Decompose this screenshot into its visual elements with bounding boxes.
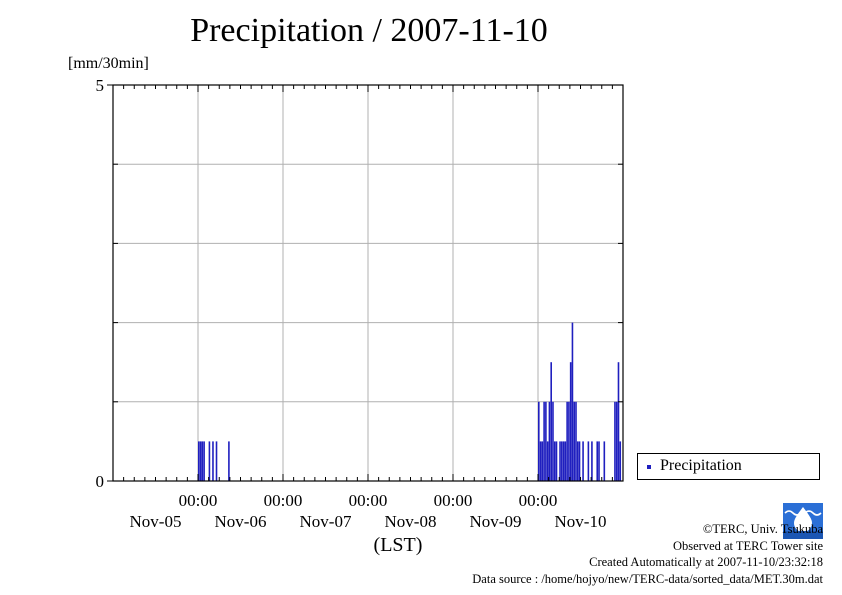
precipitation-bar <box>603 441 606 481</box>
legend-swatch-precipitation <box>647 465 651 469</box>
chart-title: Precipitation / 2007-11-10 <box>190 12 548 49</box>
y-axis-unit-label: [mm/30min] <box>68 55 149 72</box>
precipitation-bar <box>569 362 572 481</box>
y-tick-label: 0 <box>96 472 105 491</box>
legend: Precipitation <box>637 453 820 480</box>
precipitation-bar <box>561 441 563 481</box>
precipitation-bar <box>582 441 584 481</box>
precipitation-bar <box>555 441 558 481</box>
credits-source: Data source : /home/hojyo/new/TERC-data/… <box>472 571 823 586</box>
precipitation-bar <box>559 441 561 481</box>
precipitation-bar <box>598 441 600 481</box>
precipitation-bar <box>228 441 230 481</box>
precipitation-bar <box>538 401 540 481</box>
precipitation-bar <box>566 401 568 481</box>
precipitation-bar <box>571 322 574 481</box>
precipitation-bar <box>545 401 547 481</box>
precipitation-bar <box>615 401 618 481</box>
x-day-label: Nov-10 <box>555 512 607 531</box>
precipitation-bar <box>568 401 570 481</box>
precipitation-bar <box>573 401 576 481</box>
precipitation-bar <box>201 441 204 481</box>
x-day-label: Nov-07 <box>300 512 352 531</box>
precipitation-bar <box>619 441 622 481</box>
precipitation-bar <box>548 401 551 481</box>
credits-site: Observed at TERC Tower site <box>672 538 823 553</box>
terc-logo-icon <box>783 503 823 539</box>
precipitation-bar <box>198 441 200 481</box>
x-day-label: Nov-09 <box>470 512 522 531</box>
precipitation-bar <box>591 441 593 481</box>
credits-block: ©TERC, Univ. Tsukuba Observed at TERC To… <box>472 521 823 587</box>
x-tick-time-label: 00:00 <box>179 491 218 510</box>
credits-copyright: ©TERC, Univ. Tsukuba <box>702 522 823 536</box>
precipitation-bar <box>596 441 599 481</box>
precipitation-bar <box>617 362 620 481</box>
precipitation-bar <box>576 441 579 481</box>
precipitation-bar <box>546 441 549 481</box>
precipitation-bar <box>575 401 577 481</box>
precipitation-bar <box>553 441 556 481</box>
x-day-label: Nov-05 <box>130 512 182 531</box>
precipitation-bar <box>562 441 565 481</box>
precipitation-bar <box>552 401 554 481</box>
legend-label-precipitation: Precipitation <box>660 457 742 474</box>
x-axis-label: (LST) <box>374 534 423 556</box>
precipitation-bar <box>208 441 211 481</box>
x-tick-time-label: 00:00 <box>434 491 473 510</box>
precipitation-bar <box>199 441 202 481</box>
precipitation-bar <box>203 441 205 481</box>
x-tick-time-label: 00:00 <box>519 491 558 510</box>
x-tick-time-label: 00:00 <box>264 491 303 510</box>
precipitation-bar <box>587 441 590 481</box>
precipitation-bar <box>212 441 214 481</box>
credits-created: Created Automatically at 2007-11-10/23:3… <box>589 555 823 569</box>
x-day-label: Nov-08 <box>385 512 437 531</box>
precipitation-bar <box>578 441 581 481</box>
y-tick-label: 5 <box>96 76 105 95</box>
precipitation-bar <box>215 441 218 481</box>
precipitation-bar <box>550 362 552 481</box>
precipitation-bar <box>543 401 545 481</box>
precipitation-bar <box>541 441 544 481</box>
precipitation-bar <box>564 441 567 481</box>
precipitation-bar <box>614 401 616 481</box>
x-tick-time-label: 00:00 <box>349 491 388 510</box>
precipitation-bar <box>539 441 542 481</box>
x-day-label: Nov-06 <box>215 512 267 531</box>
